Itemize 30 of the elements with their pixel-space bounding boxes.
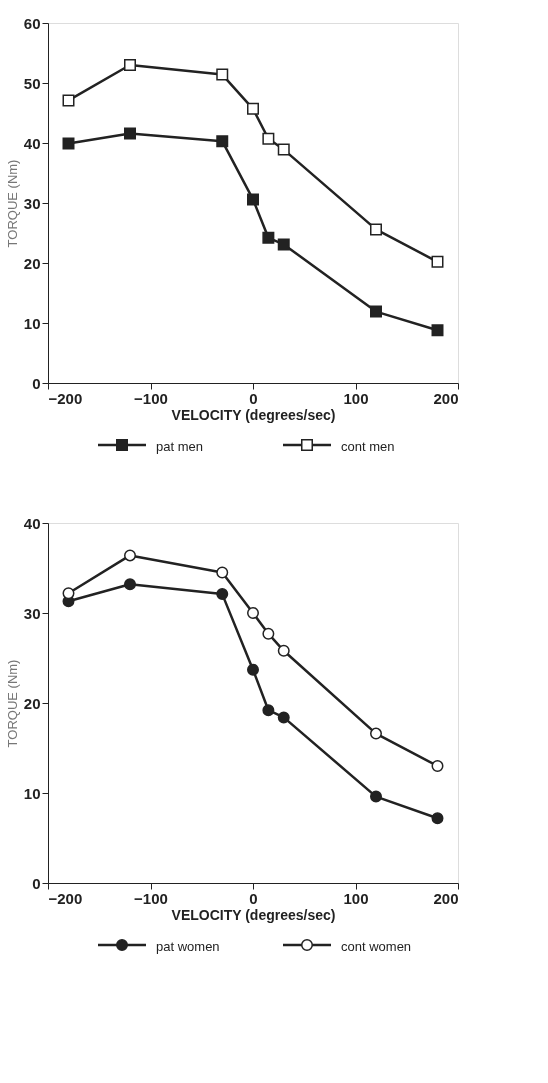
x-axis-title: VELOCITY (degrees/sec) — [171, 906, 336, 923]
y-tick-label: 60 — [23, 14, 41, 32]
y-axis-title: TORQUE (Nm) — [4, 159, 20, 248]
x-tick-label: 200 — [433, 889, 459, 907]
x-tick-label: 100 — [343, 889, 369, 907]
y-tick-label: 10 — [23, 784, 41, 802]
x-tick-label: 0 — [249, 889, 258, 907]
y-tick-label: 30 — [23, 604, 41, 622]
y-tick-label: 30 — [23, 194, 41, 212]
y-tick-label: 0 — [32, 874, 41, 892]
legend-label: pat men — [156, 439, 203, 454]
x-tick-label: 100 — [343, 389, 369, 407]
x-tick-label: 200 — [433, 389, 459, 407]
x-tick-label: −100 — [134, 889, 168, 907]
legend-label: pat women — [156, 939, 220, 954]
y-tick-label: 40 — [23, 134, 41, 152]
x-tick-label: −200 — [48, 389, 83, 407]
y-tick-label: 20 — [23, 694, 41, 712]
y-tick-label: 50 — [23, 74, 41, 92]
y-tick-label: 20 — [23, 254, 41, 272]
x-tick-label: −100 — [134, 389, 168, 407]
y-tick-label: 40 — [23, 514, 41, 532]
y-axis-title: TORQUE (Nm) — [4, 659, 20, 748]
y-tick-label: 10 — [23, 314, 41, 332]
x-axis-title: VELOCITY (degrees/sec) — [171, 406, 336, 423]
y-tick-label: 0 — [32, 374, 41, 392]
x-tick-label: 0 — [249, 389, 258, 407]
x-tick-label: −200 — [48, 889, 83, 907]
legend-label: cont men — [341, 439, 395, 454]
legend-label: cont women — [341, 939, 412, 954]
